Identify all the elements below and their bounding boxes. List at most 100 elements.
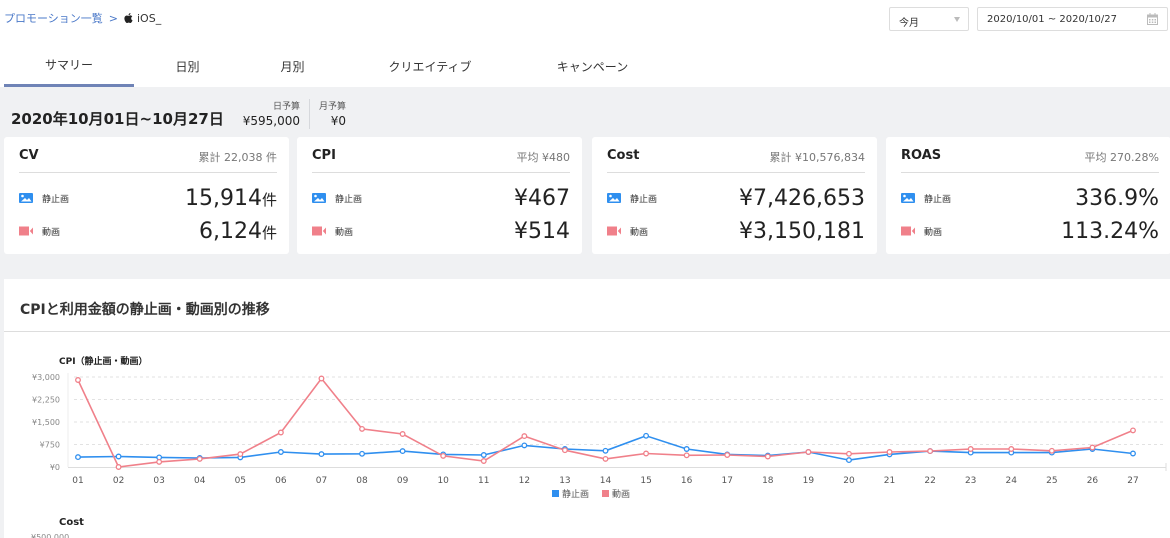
- data-point[interactable]: [927, 448, 934, 455]
- row-label: 動画: [630, 227, 649, 238]
- x-tick-label: 09: [397, 476, 409, 486]
- data-point[interactable]: [643, 432, 650, 439]
- x-tick-label: 22: [924, 476, 935, 486]
- data-point[interactable]: [480, 452, 487, 458]
- card-total: 累計 ¥10,576,834: [769, 151, 865, 164]
- data-point[interactable]: [643, 450, 650, 457]
- cpi-line-chart: CPI（静止画・動画） ¥0 ¥750 ¥1,500 ¥2,250 ¥3,000 01 02 0…: [31, 355, 1167, 538]
- card-divider: [607, 172, 865, 173]
- data-point[interactable]: [399, 448, 406, 455]
- x-tick-label: 11: [478, 476, 489, 486]
- data-point[interactable]: [724, 452, 731, 458]
- calendar-icon[interactable]: [1147, 13, 1158, 25]
- card-title: ROAS: [901, 148, 942, 163]
- x-tick-label: 08: [356, 476, 368, 486]
- data-point[interactable]: [1130, 427, 1136, 434]
- y-tick-label: ¥0: [50, 463, 60, 472]
- data-point[interactable]: [359, 425, 365, 432]
- image-icon: [901, 193, 915, 203]
- apple-icon: [124, 13, 133, 23]
- monthly-budget-value: ¥0: [330, 114, 346, 128]
- data-point[interactable]: [846, 450, 852, 457]
- cost-chart-title: Cost: [59, 517, 84, 528]
- daily-budget: 日予算 ¥595,000: [240, 99, 300, 128]
- tab-campaign[interactable]: キャンペーン: [556, 59, 629, 74]
- data-point[interactable]: [277, 449, 284, 455]
- tab-creative[interactable]: クリエイティブ: [388, 59, 472, 74]
- data-point[interactable]: [318, 375, 325, 382]
- x-tick-label: 23: [965, 476, 976, 486]
- data-point[interactable]: [440, 452, 447, 459]
- data-point[interactable]: [805, 449, 812, 455]
- card-row-video: 動画 113.24%: [901, 217, 1159, 245]
- card-title: Cost: [607, 148, 640, 163]
- card-row-static: 静止画 336.9%: [901, 184, 1159, 212]
- trend-chart-card: CPIと利用金額の静止画・動画別の推移 CPI（静止画・動画） ¥0 ¥750 ¥1,…: [4, 279, 1170, 538]
- data-point[interactable]: [480, 458, 487, 464]
- data-point[interactable]: [359, 450, 365, 457]
- data-point[interactable]: [75, 454, 81, 461]
- data-point[interactable]: [1130, 450, 1136, 457]
- data-point[interactable]: [967, 446, 974, 452]
- data-point[interactable]: [1048, 447, 1055, 454]
- data-point[interactable]: [115, 453, 122, 460]
- static-value: 15,914件: [185, 186, 277, 211]
- data-point[interactable]: [75, 377, 81, 383]
- y-tick-label: ¥3,000: [32, 373, 60, 382]
- data-point[interactable]: [277, 429, 284, 436]
- date-range-input[interactable]: 2020/10/01 ~ 2020/10/27: [977, 7, 1168, 31]
- daily-budget-value: ¥595,000: [242, 114, 300, 128]
- legend-label[interactable]: 静止画: [562, 488, 589, 500]
- card-row-video: 動画 ¥514: [312, 217, 570, 245]
- data-point[interactable]: [237, 451, 244, 458]
- x-tick-label: 25: [1046, 476, 1057, 486]
- legend-swatch: [552, 490, 559, 497]
- data-point[interactable]: [196, 455, 203, 462]
- data-point[interactable]: [399, 431, 406, 437]
- tab-monthly[interactable]: 月別: [280, 59, 305, 74]
- row-label: 静止画: [42, 194, 70, 205]
- card-row-static: 静止画 ¥7,426,653: [607, 184, 865, 212]
- card-row-video: 動画 6,124件: [19, 217, 277, 245]
- breadcrumb-promotion-list-link[interactable]: プロモーション一覧: [4, 12, 103, 25]
- data-point[interactable]: [115, 464, 122, 470]
- x-tick-label: 10: [437, 476, 449, 486]
- data-point[interactable]: [1008, 446, 1015, 452]
- image-icon: [312, 193, 326, 203]
- card-total: 平均 ¥480: [516, 151, 571, 164]
- x-tick-label: 20: [843, 476, 855, 486]
- data-point[interactable]: [846, 457, 852, 464]
- video-value: ¥3,150,181: [739, 218, 865, 244]
- data-point[interactable]: [683, 452, 690, 459]
- data-point[interactable]: [886, 449, 893, 455]
- data-point[interactable]: [764, 453, 771, 460]
- video-value: ¥514: [514, 218, 570, 244]
- tab-summary[interactable]: サマリー: [4, 45, 134, 87]
- period-select-value: 今月: [899, 18, 919, 29]
- x-tick-label: 06: [275, 476, 287, 486]
- data-point[interactable]: [602, 447, 609, 454]
- data-point[interactable]: [521, 433, 528, 440]
- tab-bar: サマリー 日別 月別 クリエイティブ キャンペーン: [0, 45, 1170, 87]
- data-point[interactable]: [318, 451, 325, 458]
- x-tick-label: 26: [1087, 476, 1099, 486]
- data-point[interactable]: [1089, 444, 1096, 451]
- static-value: 336.9%: [1075, 185, 1159, 211]
- static-number: 15,914: [185, 185, 262, 211]
- legend-label[interactable]: 動画: [612, 489, 630, 500]
- data-point[interactable]: [156, 458, 163, 465]
- period-select[interactable]: 今月: [889, 7, 969, 31]
- row-label: 動画: [335, 227, 354, 238]
- x-tick-label: 27: [1127, 476, 1138, 486]
- x-tick-label: 04: [194, 476, 206, 486]
- y-tick-label: ¥750: [40, 441, 60, 450]
- data-point[interactable]: [683, 446, 690, 452]
- tab-daily[interactable]: 日別: [175, 59, 200, 74]
- row-label: 静止画: [630, 194, 658, 205]
- cost-y-tick-label: ¥500,000: [31, 533, 69, 538]
- chevron-down-icon: [954, 17, 960, 22]
- y-tick-label: ¥1,500: [32, 418, 60, 427]
- data-point[interactable]: [602, 455, 609, 462]
- data-point[interactable]: [521, 442, 528, 449]
- data-point[interactable]: [561, 447, 568, 454]
